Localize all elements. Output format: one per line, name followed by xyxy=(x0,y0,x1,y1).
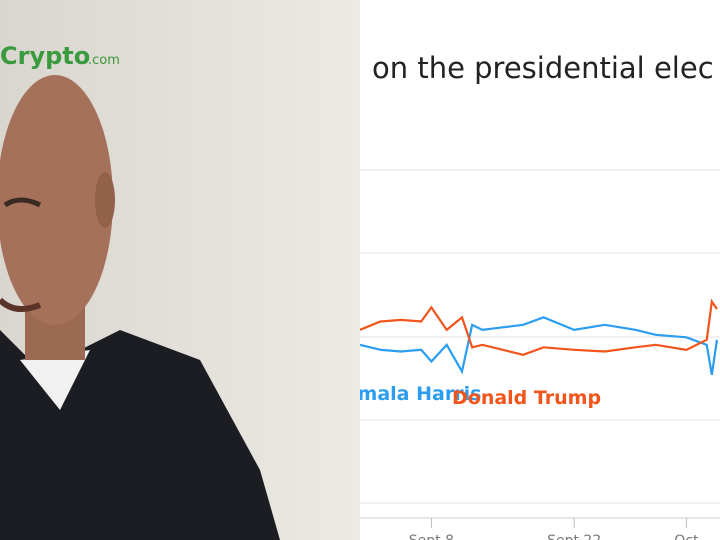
logo-name: Crypto xyxy=(0,42,90,70)
x-tick-label: Sept 8 xyxy=(409,533,454,540)
legend-label: Donald Trump xyxy=(452,387,601,409)
series-line xyxy=(360,298,718,356)
legend-label: Kamala Harris xyxy=(330,383,481,405)
chart-title: on the presidential elec xyxy=(372,51,714,85)
grid xyxy=(360,169,720,504)
series-line xyxy=(360,316,719,375)
chart: on the presidential elec Sept 8 Sept 22 Oc… xyxy=(330,0,720,540)
photo xyxy=(0,0,360,540)
logo: Crypto .com xyxy=(0,42,120,70)
logo-suffix: .com xyxy=(88,53,120,68)
x-tick-label: Oct xyxy=(674,533,699,540)
x-tick-label: Sept 22 xyxy=(547,533,601,540)
